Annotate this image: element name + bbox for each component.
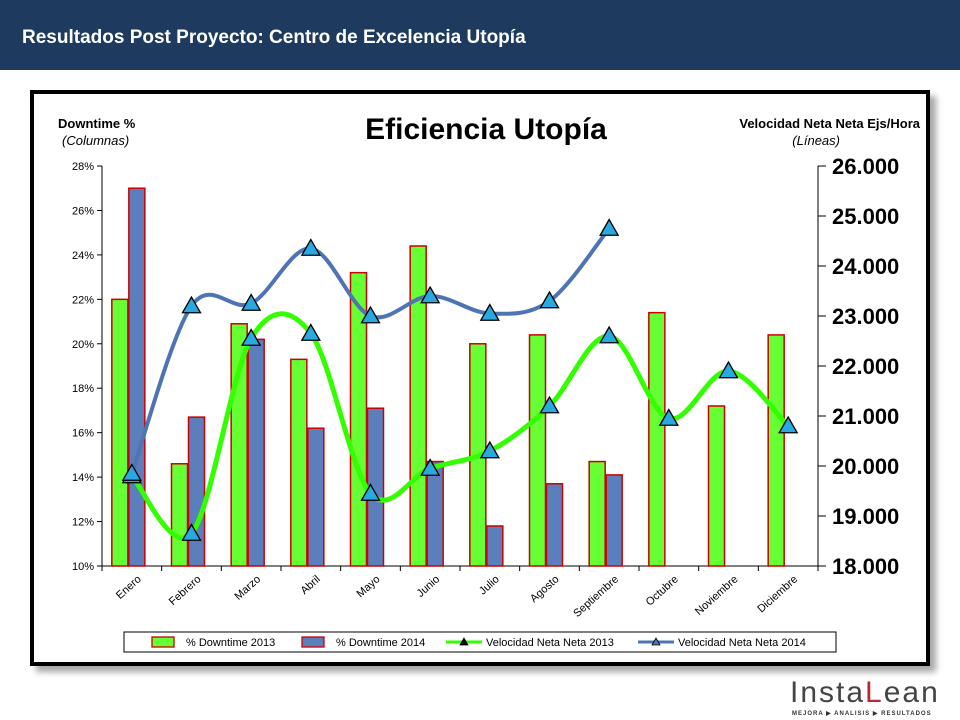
brand-name-part2: L — [865, 676, 884, 709]
chart-frame: Eficiencia Utopía Downtime % (Columnas) … — [30, 90, 930, 666]
bar-2013 — [290, 358, 308, 567]
category-label: Febrero — [167, 573, 204, 608]
right-tick-label: 26.000 — [832, 154, 899, 179]
marker-2013 — [479, 440, 500, 459]
legend: % Downtime 2013 % Downtime 2014 Velocidad … — [123, 631, 837, 653]
bar-2013 — [648, 311, 666, 567]
brand-name-part3: ean — [883, 676, 940, 709]
brand-tagline: MEJORA ▶ ANALISIS ▶ RESULTADOS — [792, 711, 932, 717]
bar-2013 — [349, 271, 368, 567]
marker-2013 — [241, 328, 262, 346]
right-tick-label: 24.000 — [832, 254, 899, 279]
bar-2013 — [111, 298, 129, 567]
legend-swatch — [301, 636, 325, 648]
bar-2014 — [426, 460, 444, 567]
bar-2013 — [588, 460, 606, 567]
left-tick-label: 24% — [72, 250, 94, 262]
bar-2014 — [605, 474, 623, 567]
right-tick-label: 23.000 — [832, 304, 899, 329]
marker-2013 — [300, 323, 321, 341]
right-tick-label: 18.000 — [832, 554, 899, 579]
legend-swatch — [151, 636, 175, 648]
category-label: Junio — [415, 573, 443, 600]
left-axis-sublabel: (Columnas) — [62, 133, 129, 148]
legend-label: % Downtime 2014 — [336, 637, 425, 649]
marker-2013 — [778, 415, 799, 434]
legend-label: Velocidad Neta Neta 2013 — [486, 637, 614, 649]
right-tick-label: 21.000 — [832, 404, 899, 429]
bar-2013 — [767, 334, 785, 567]
left-tick-label: 12% — [72, 517, 94, 529]
brand-name: InstaLean — [790, 676, 940, 710]
marker-2014 — [360, 305, 381, 324]
category-label: Julio — [477, 573, 502, 597]
marker-2014 — [300, 238, 321, 256]
left-tick-label: 10% — [72, 561, 94, 573]
bar-2014 — [128, 187, 146, 567]
category-label: Mayo — [354, 573, 382, 600]
marker-2013 — [181, 523, 202, 541]
legend-label: % Downtime 2013 — [186, 637, 275, 649]
instalean-logo: InstaLean MEJORA ▶ ANALISIS ▶ RESULTADOS — [790, 676, 960, 720]
marker-2014 — [181, 295, 202, 314]
header-bar: Resultados Post Proyecto: Centro de Exce… — [0, 0, 960, 70]
category-label: Enero — [114, 573, 144, 602]
category-label: Marzo — [232, 573, 263, 602]
bar-2013 — [409, 245, 427, 567]
legend-label: Velocidad Neta Neta 2014 — [678, 637, 806, 649]
plot-area: 10% 12% 14% 16% 18% 20% 22% 24% 26% 28% 18.000 19.0… — [72, 154, 899, 620]
marker-2014 — [241, 293, 262, 311]
right-axis-label: Velocidad Neta Neta Ejs/Hora — [739, 116, 920, 131]
chart-title: Eficiencia Utopía — [365, 113, 607, 146]
marker-2014 — [599, 218, 620, 236]
marker-2014 — [479, 303, 500, 321]
page-title: Resultados Post Proyecto: Centro de Exce… — [22, 27, 526, 48]
right-tick-label: 20.000 — [832, 454, 899, 479]
legend-marker — [651, 637, 661, 646]
bar-2014 — [247, 338, 265, 567]
bar-2014 — [187, 416, 206, 567]
left-tick-label: 18% — [72, 383, 94, 395]
line-2013 — [129, 311, 790, 541]
category-label: Agosto — [528, 573, 561, 605]
marker-2013 — [658, 408, 679, 426]
marker-2014 — [420, 285, 441, 304]
marker-2013 — [420, 458, 441, 476]
marker-2014 — [121, 463, 142, 481]
right-axis-sublabel: (Líneas) — [792, 133, 840, 148]
left-axis-label: Downtime % — [58, 116, 136, 131]
bar-2014 — [486, 525, 504, 567]
category-label: Noviembre — [693, 573, 741, 618]
right-tick-label: 22.000 — [832, 354, 899, 379]
brand-name-part1: Insta — [790, 676, 866, 709]
marker-2013 — [360, 483, 381, 501]
bar-2014 — [545, 483, 564, 567]
bar-2013 — [528, 334, 547, 567]
efficiency-chart: Eficiencia Utopía Downtime % (Columnas) … — [58, 113, 921, 653]
right-tick-label: 19.000 — [832, 504, 899, 529]
bar-2013 — [170, 463, 189, 567]
category-label: Septiembre — [571, 573, 621, 620]
category-label: Octubre — [644, 573, 681, 608]
left-tick-label: 14% — [72, 472, 94, 484]
left-tick-label: 22% — [72, 294, 94, 306]
bar-2014 — [307, 427, 325, 567]
left-tick-label: 28% — [72, 161, 94, 173]
marker-2013 — [718, 360, 739, 379]
marker-2013 — [599, 325, 620, 344]
category-label: Abril — [298, 573, 322, 597]
left-tick-label: 16% — [72, 428, 94, 440]
left-tick-label: 26% — [72, 205, 94, 217]
bar-2013 — [707, 405, 726, 567]
category-label: Diciembre — [755, 573, 800, 615]
right-tick-label: 25.000 — [832, 204, 899, 229]
marker-2014 — [539, 290, 560, 309]
marker-2013 — [539, 395, 560, 414]
left-tick-label: 20% — [72, 339, 94, 351]
legend-marker — [459, 637, 469, 646]
